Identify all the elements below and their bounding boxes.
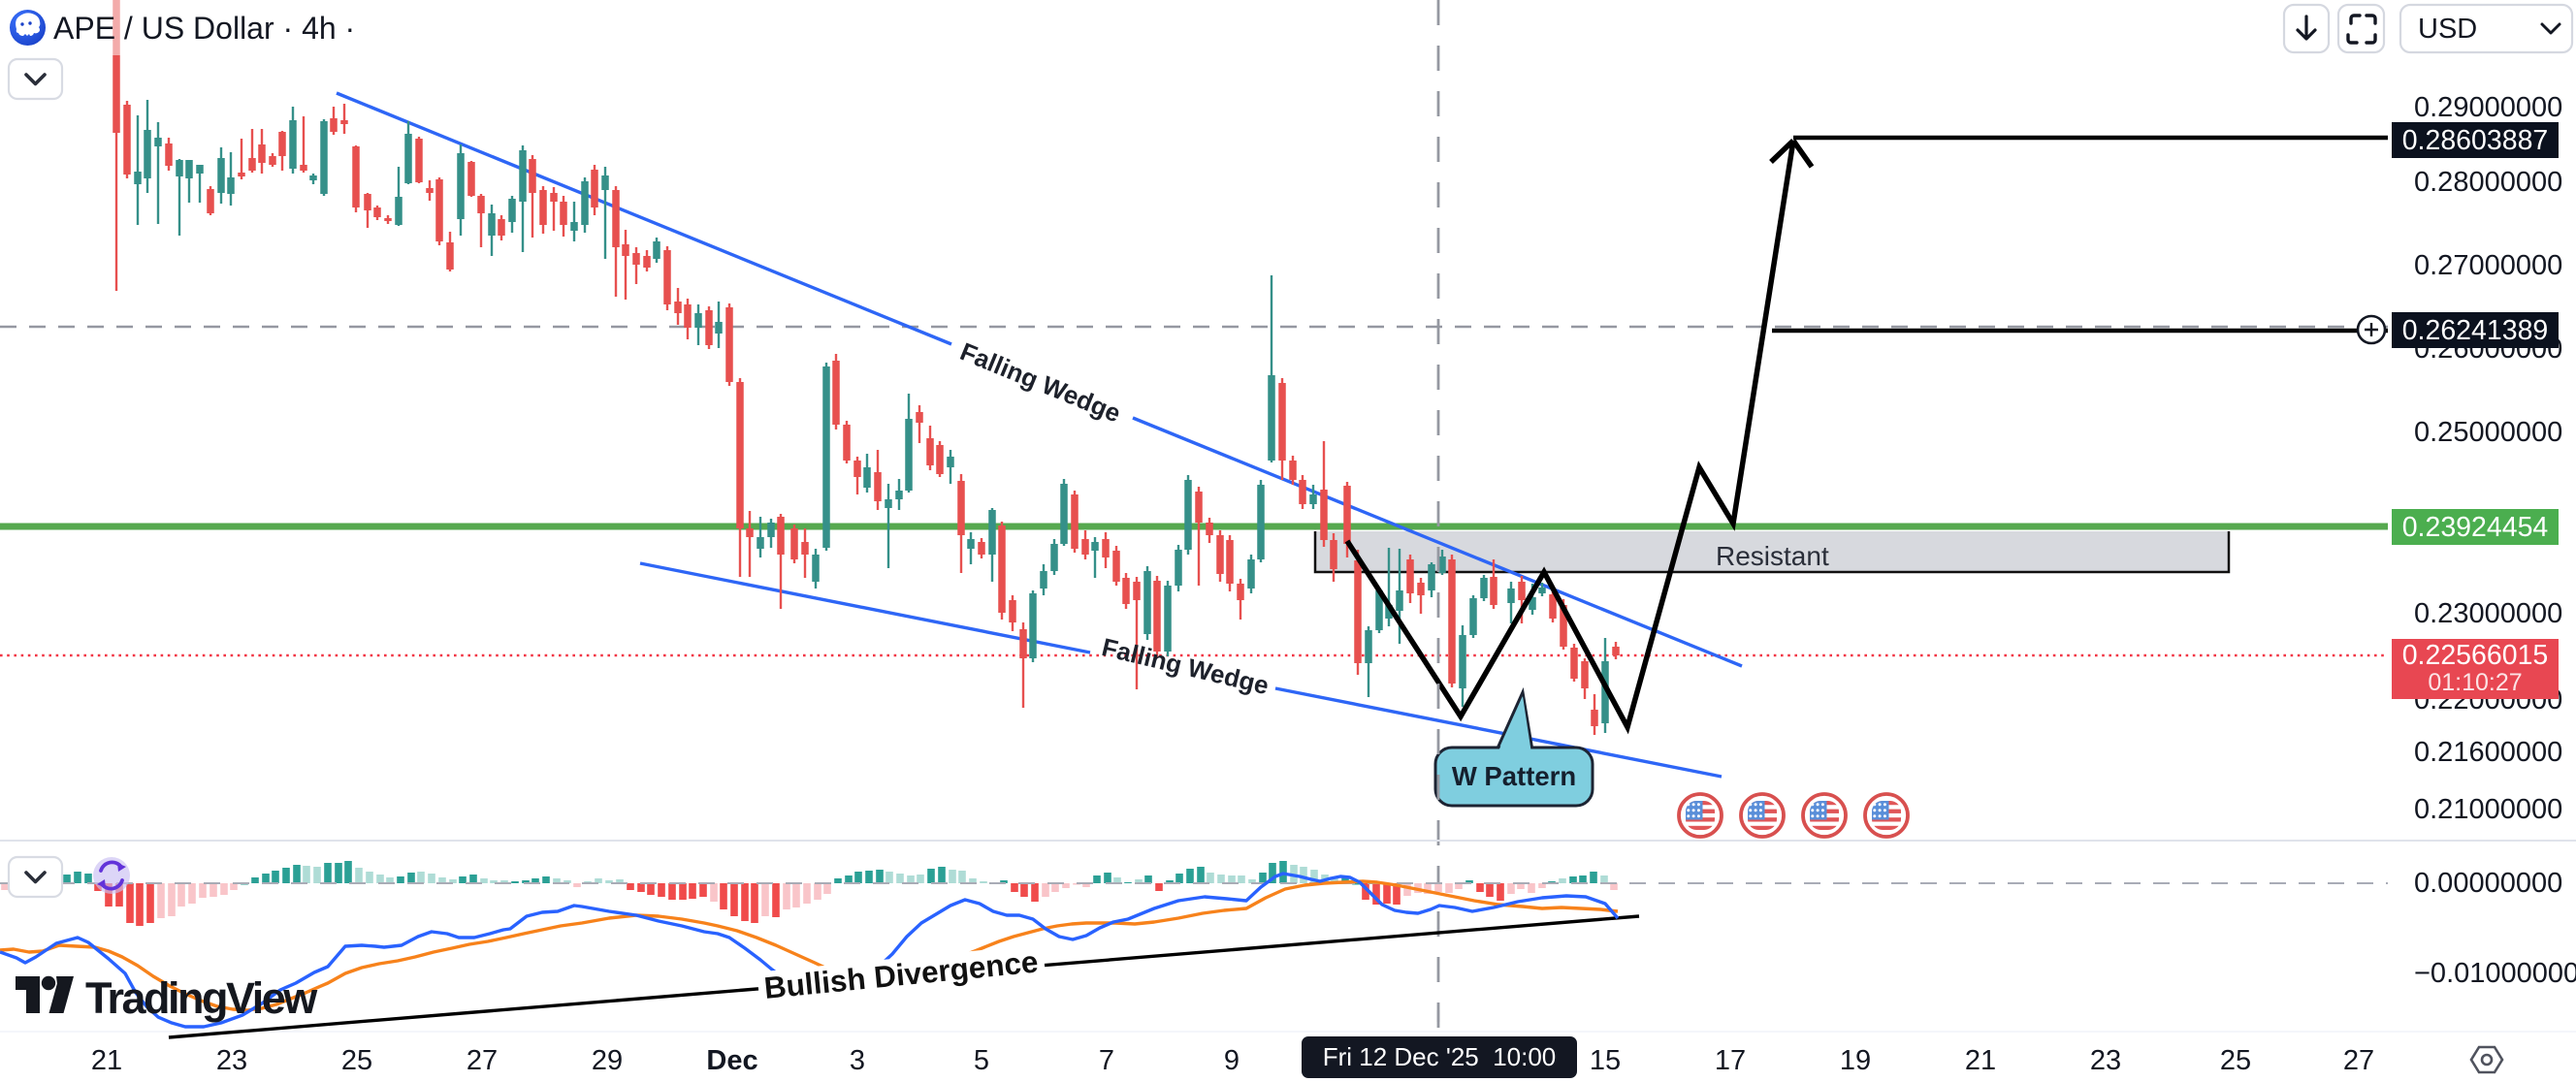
svg-text:W Pattern: W Pattern <box>1452 761 1576 791</box>
svg-text:5: 5 <box>974 1045 989 1076</box>
svg-text:0.26241389: 0.26241389 <box>2402 315 2549 346</box>
svg-text:7: 7 <box>1099 1045 1114 1076</box>
svg-text:0.28603887: 0.28603887 <box>2402 125 2549 156</box>
svg-text:9: 9 <box>1224 1045 1240 1076</box>
svg-text:15: 15 <box>1590 1045 1621 1076</box>
svg-text:0.21000000: 0.21000000 <box>2414 794 2562 825</box>
svg-text:0.00000000: 0.00000000 <box>2414 868 2562 899</box>
svg-text:27: 27 <box>467 1045 498 1076</box>
svg-text:17: 17 <box>1715 1045 1746 1076</box>
svg-text:0.28000000: 0.28000000 <box>2414 167 2562 198</box>
svg-text:TradingView: TradingView <box>85 973 318 1023</box>
svg-text:Fri 12 Dec '25 10:00: Fri 12 Dec '25 10:00 <box>1323 1042 1557 1071</box>
svg-text:3: 3 <box>850 1045 865 1076</box>
svg-text:0.21600000: 0.21600000 <box>2414 737 2562 768</box>
svg-text:29: 29 <box>592 1045 623 1076</box>
svg-text:23: 23 <box>216 1045 247 1076</box>
svg-text:0.23924454: 0.23924454 <box>2402 512 2549 543</box>
svg-text:Resistant: Resistant <box>1716 541 1829 571</box>
svg-text:Dec: Dec <box>706 1045 757 1076</box>
svg-text:27: 27 <box>2343 1045 2374 1076</box>
svg-text:19: 19 <box>1840 1045 1871 1076</box>
svg-text:23: 23 <box>2090 1045 2121 1076</box>
svg-text:0.22566015: 0.22566015 <box>2402 640 2549 671</box>
svg-text:0.25000000: 0.25000000 <box>2414 417 2562 448</box>
svg-text:APE / US Dollar · 4h ·: APE / US Dollar · 4h · <box>53 11 355 46</box>
svg-text:25: 25 <box>2220 1045 2251 1076</box>
svg-text:21: 21 <box>91 1045 122 1076</box>
svg-text:01:10:27: 01:10:27 <box>2428 669 2522 696</box>
svg-text:−0.01000000: −0.01000000 <box>2414 958 2576 989</box>
svg-text:25: 25 <box>341 1045 372 1076</box>
svg-text:21: 21 <box>1965 1045 1996 1076</box>
svg-text:0.29000000: 0.29000000 <box>2414 92 2562 123</box>
svg-text:0.27000000: 0.27000000 <box>2414 250 2562 281</box>
svg-text:0.23000000: 0.23000000 <box>2414 598 2562 629</box>
svg-text:USD: USD <box>2418 14 2477 45</box>
